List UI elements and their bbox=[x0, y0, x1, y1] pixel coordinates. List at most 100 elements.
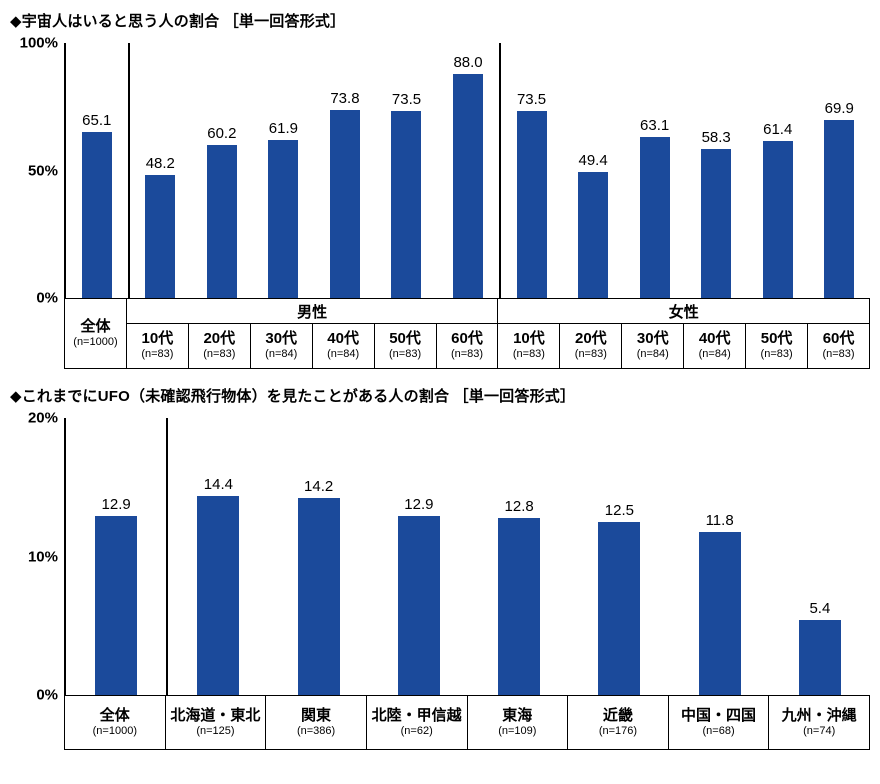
bar-column: 61.4 bbox=[747, 43, 809, 298]
bar bbox=[81, 132, 112, 298]
sample-size-label: (n=1000) bbox=[92, 724, 137, 737]
sample-size-label: (n=125) bbox=[196, 724, 235, 737]
bar bbox=[391, 110, 422, 298]
category-label: 九州・沖縄 bbox=[781, 706, 857, 724]
table-cell: 東海 (n=109) bbox=[466, 695, 569, 750]
category-table: 全体 (n=1000) 男性 女性 10代 (n=83) 20代 (n=83) 30代 (n=84… bbox=[64, 298, 870, 369]
sample-size-label: (n=83) bbox=[760, 348, 793, 361]
chart-title-ufo: ◆これまでにUFO（未確認飛行物体）を見たことがある人の割合 ［単一回答形式］ bbox=[10, 388, 576, 405]
sample-size-label: (n=1000) bbox=[73, 335, 118, 348]
bar-column: 48.2 bbox=[130, 43, 192, 298]
bar-value-label: 12.9 bbox=[101, 496, 131, 514]
bar bbox=[206, 144, 237, 298]
sample-size-label: (n=84) bbox=[265, 348, 298, 361]
bar bbox=[762, 141, 793, 298]
y-axis: 100% 50% 0% bbox=[8, 36, 64, 306]
table-cell: 関東 (n=386) bbox=[265, 695, 367, 750]
bar-column: 69.9 bbox=[809, 43, 871, 298]
bar bbox=[701, 149, 732, 298]
category-label: 東海 bbox=[502, 706, 533, 724]
bar-column: 73.8 bbox=[314, 43, 376, 298]
bar-column: 14.4 bbox=[168, 418, 268, 695]
bar-column: 88.0 bbox=[437, 43, 499, 298]
bar bbox=[698, 531, 741, 695]
bar-value-label: 61.9 bbox=[268, 120, 298, 138]
bar bbox=[453, 73, 484, 298]
table-cell: 九州・沖縄 (n=74) bbox=[768, 695, 870, 750]
table-cell: 40代 (n=84) bbox=[311, 323, 375, 369]
bar bbox=[95, 516, 138, 695]
y-axis: 20% 10% 0% bbox=[8, 411, 64, 703]
plot-area: 12.9 14.4 14.2 12.9 12.8 12.5 11.8 5.4 bbox=[64, 418, 870, 695]
bar-column: 65.1 bbox=[66, 43, 128, 298]
chart-body: 20% 10% 0% 12.9 14.4 14.2 12.9 12.8 12.5 11.8 5.4… bbox=[8, 411, 870, 750]
sample-size-label: (n=83) bbox=[203, 348, 236, 361]
sample-size-label: (n=74) bbox=[803, 724, 836, 737]
table-cell: 中国・四国 (n=68) bbox=[667, 695, 770, 750]
y-axis-label: 20% bbox=[27, 409, 58, 427]
sample-size-label: (n=83) bbox=[450, 348, 484, 361]
bar bbox=[329, 109, 360, 298]
table-cell: 北海道・東北 (n=125) bbox=[164, 695, 267, 750]
bar-value-label: 73.5 bbox=[391, 90, 422, 108]
category-label: 60代 bbox=[822, 330, 855, 348]
sample-size-label: (n=84) bbox=[327, 348, 360, 361]
bar-column: 14.2 bbox=[269, 418, 369, 695]
bar-group: 48.2 60.2 61.9 73.8 73.5 88.0 bbox=[130, 43, 501, 298]
table-cell: 北陸・甲信越 (n=62) bbox=[365, 695, 468, 750]
bar-value-label: 61.4 bbox=[763, 121, 793, 139]
chart-body: 100% 50% 0% 65.1 48.2 60.2 61.9 73.8 73.5 88.0 73… bbox=[8, 36, 870, 369]
table-group-header: 男性 bbox=[125, 298, 499, 324]
category-label: 中国・四国 bbox=[681, 706, 757, 724]
category-label: 10代 bbox=[513, 330, 545, 348]
table-cell: 30代 (n=84) bbox=[621, 323, 685, 369]
category-label: 50代 bbox=[389, 330, 421, 348]
bar-group: 65.1 bbox=[66, 43, 130, 298]
table-cell: 30代 (n=84) bbox=[249, 323, 313, 369]
bar-column: 58.3 bbox=[685, 43, 747, 298]
table-cell: 10代 (n=83) bbox=[497, 323, 561, 369]
sample-size-label: (n=83) bbox=[822, 348, 855, 361]
bar-value-label: 58.3 bbox=[701, 129, 731, 147]
sample-size-label: (n=83) bbox=[389, 348, 422, 361]
sample-size-label: (n=83) bbox=[512, 348, 545, 361]
bar-value-label: 11.8 bbox=[705, 511, 734, 529]
bar-column: 5.4 bbox=[770, 418, 870, 695]
bar bbox=[598, 521, 641, 695]
y-axis-label: 0% bbox=[36, 289, 58, 307]
category-label: 関東 bbox=[301, 706, 332, 724]
sample-size-label: (n=84) bbox=[698, 348, 731, 361]
category-label: 全体 bbox=[80, 317, 111, 335]
bar bbox=[397, 516, 440, 695]
table-cell: 40代 (n=84) bbox=[683, 323, 747, 369]
bar-column: 12.9 bbox=[369, 418, 469, 695]
bar-column: 11.8 bbox=[670, 418, 770, 695]
category-label: 30代 bbox=[265, 330, 298, 348]
category-label: 20代 bbox=[203, 330, 236, 348]
chart-aliens-belief: ◆宇宙人はいると思う人の割合 ［単一回答形式］ 100% 50% 0% 65.1 48… bbox=[8, 10, 870, 369]
bar-column: 12.9 bbox=[66, 418, 166, 695]
category-label: 北陸・甲信越 bbox=[371, 706, 462, 724]
bar-value-label: 49.4 bbox=[578, 152, 608, 170]
bar bbox=[824, 119, 855, 298]
bar bbox=[798, 620, 841, 695]
table-cell: 50代 (n=83) bbox=[373, 323, 437, 369]
bar-group: 73.5 49.4 63.1 58.3 61.4 69.9 bbox=[501, 43, 870, 298]
plot-area: 65.1 48.2 60.2 61.9 73.8 73.5 88.0 73.5 49.4 63.1… bbox=[64, 43, 870, 298]
y-axis-label: 0% bbox=[36, 686, 58, 704]
bar bbox=[516, 110, 547, 298]
y-axis-label: 50% bbox=[27, 162, 58, 179]
bar-value-label: 14.4 bbox=[203, 475, 233, 493]
table-cell: 60代 (n=83) bbox=[807, 323, 870, 369]
bar bbox=[297, 498, 340, 695]
bar bbox=[145, 175, 176, 298]
chart-main: 12.9 14.4 14.2 12.9 12.8 12.5 11.8 5.4 全体 (n=100… bbox=[64, 418, 870, 750]
bar-value-label: 69.9 bbox=[824, 99, 854, 117]
bar bbox=[268, 140, 299, 298]
bar-value-label: 65.1 bbox=[82, 112, 112, 129]
bar-value-label: 88.0 bbox=[453, 53, 483, 71]
table-cell: 20代 (n=83) bbox=[559, 323, 623, 369]
category-label: 30代 bbox=[636, 330, 669, 348]
bar-column: 60.2 bbox=[191, 43, 253, 298]
